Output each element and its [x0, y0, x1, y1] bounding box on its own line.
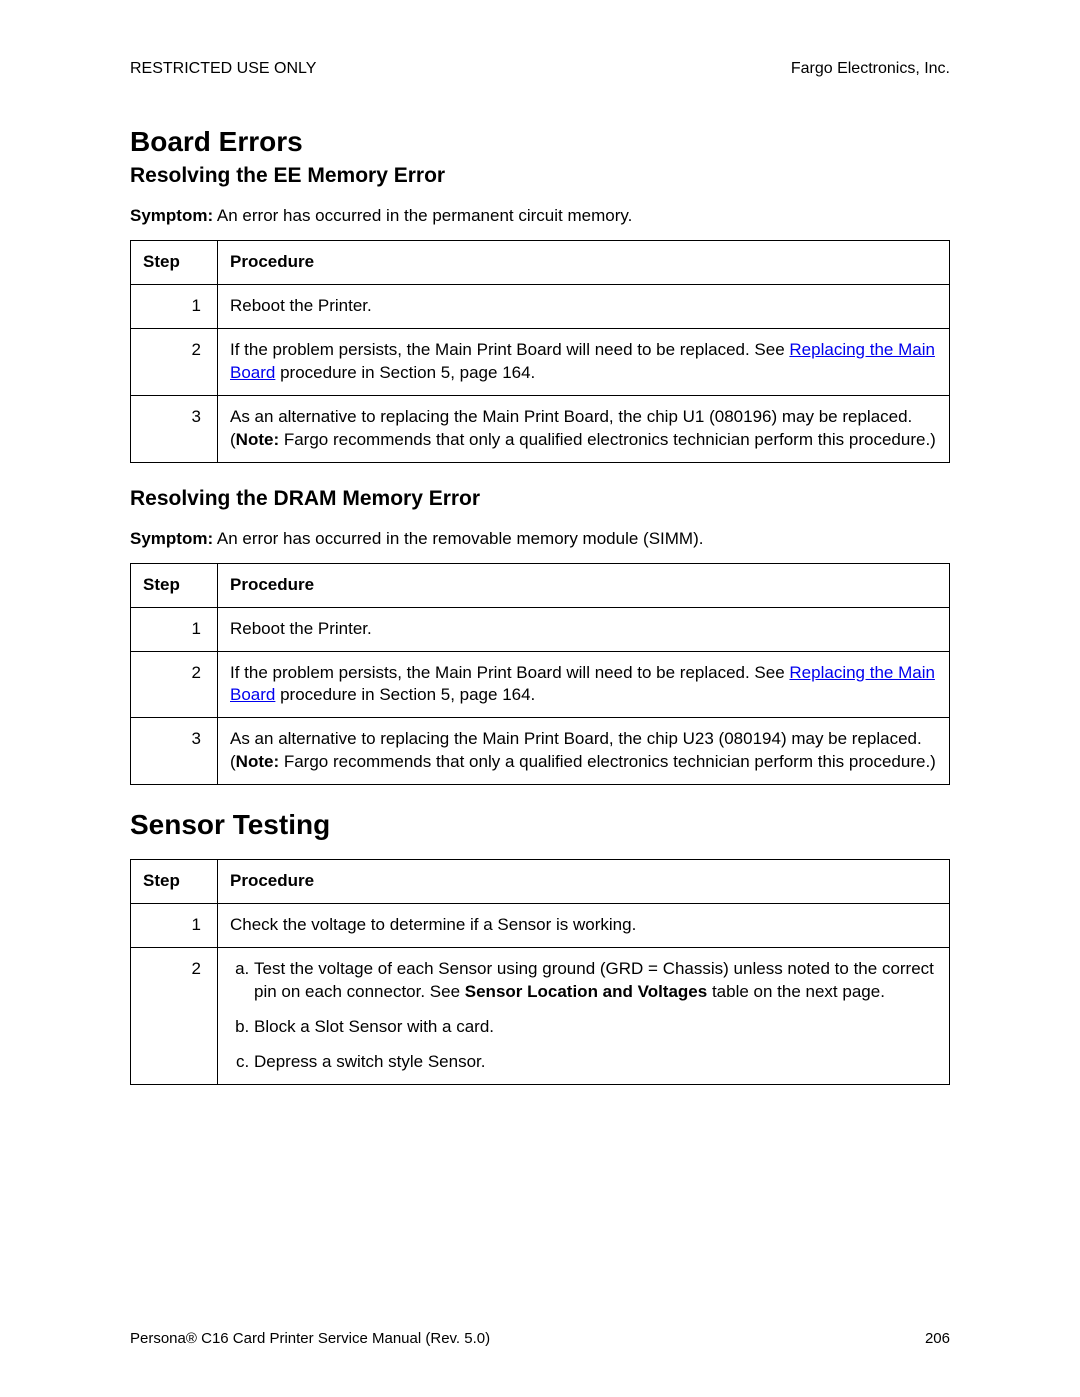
heading-board-errors: Board Errors: [130, 126, 950, 158]
proc-text: procedure in Section 5, page 164.: [275, 685, 535, 704]
symptom-text: An error has occurred in the permanent c…: [213, 206, 632, 225]
bold-ref: Sensor Location and Voltages: [465, 982, 707, 1001]
symptom-label: Symptom:: [130, 206, 213, 225]
col-step: Step: [131, 860, 218, 904]
table-sensor-testing: Step Procedure 1 Check the voltage to de…: [130, 859, 950, 1085]
proc-cell: Reboot the Printer.: [218, 607, 950, 651]
proc-cell: If the problem persists, the Main Print …: [218, 328, 950, 395]
page-footer: Persona® C16 Card Printer Service Manual…: [130, 1330, 950, 1347]
proc-text: If the problem persists, the Main Print …: [230, 340, 789, 359]
footer-left: Persona® C16 Card Printer Service Manual…: [130, 1330, 490, 1347]
header-left: RESTRICTED USE ONLY: [130, 60, 316, 78]
table-row: 1 Check the voltage to determine if a Se…: [131, 904, 950, 948]
proc-cell: Check the voltage to determine if a Sens…: [218, 904, 950, 948]
symptom-dram: Symptom: An error has occurred in the re…: [130, 529, 950, 549]
heading-sensor-testing: Sensor Testing: [130, 809, 950, 841]
symptom-label: Symptom:: [130, 529, 213, 548]
table-row: 1 Reboot the Printer.: [131, 607, 950, 651]
proc-text: If the problem persists, the Main Print …: [230, 663, 789, 682]
registered-symbol: ®: [186, 1330, 197, 1347]
proc-text: Fargo recommends that only a qualified e…: [279, 430, 936, 449]
table-header-row: Step Procedure: [131, 860, 950, 904]
proc-text: procedure in Section 5, page 164.: [275, 363, 535, 382]
sub-steps-list: Test the voltage of each Sensor using gr…: [230, 958, 937, 1074]
step-cell: 1: [131, 904, 218, 948]
table-header-row: Step Procedure: [131, 563, 950, 607]
symptom-ee: Symptom: An error has occurred in the pe…: [130, 206, 950, 226]
step-cell: 2: [131, 651, 218, 718]
proc-cell: As an alternative to replacing the Main …: [218, 718, 950, 785]
step-cell: 1: [131, 607, 218, 651]
list-item: Depress a switch style Sensor.: [254, 1051, 937, 1074]
step-cell: 3: [131, 395, 218, 462]
proc-cell: Test the voltage of each Sensor using gr…: [218, 948, 950, 1085]
table-row: 3 As an alternative to replacing the Mai…: [131, 718, 950, 785]
table-row: 1 Reboot the Printer.: [131, 284, 950, 328]
col-procedure: Procedure: [218, 241, 950, 285]
footer-product: Persona: [130, 1330, 186, 1347]
col-step: Step: [131, 563, 218, 607]
step-cell: 2: [131, 328, 218, 395]
table-header-row: Step Procedure: [131, 241, 950, 285]
list-item: Test the voltage of each Sensor using gr…: [254, 958, 937, 1004]
step-cell: 3: [131, 718, 218, 785]
subheading-ee-memory: Resolving the EE Memory Error: [130, 164, 950, 188]
col-procedure: Procedure: [218, 563, 950, 607]
table-row: 2 If the problem persists, the Main Prin…: [131, 328, 950, 395]
table-ee-memory: Step Procedure 1 Reboot the Printer. 2 I…: [130, 240, 950, 463]
footer-page-number: 206: [925, 1330, 950, 1347]
table-row: 3 As an alternative to replacing the Mai…: [131, 395, 950, 462]
subheading-dram-memory: Resolving the DRAM Memory Error: [130, 487, 950, 511]
table-row: 2 If the problem persists, the Main Prin…: [131, 651, 950, 718]
proc-cell: As an alternative to replacing the Main …: [218, 395, 950, 462]
page-header: RESTRICTED USE ONLY Fargo Electronics, I…: [130, 60, 950, 78]
col-procedure: Procedure: [218, 860, 950, 904]
table-dram-memory: Step Procedure 1 Reboot the Printer. 2 I…: [130, 563, 950, 786]
step-cell: 1: [131, 284, 218, 328]
page: RESTRICTED USE ONLY Fargo Electronics, I…: [0, 0, 1080, 1397]
proc-cell: Reboot the Printer.: [218, 284, 950, 328]
footer-manual: C16 Card Printer Service Manual (Rev. 5.…: [197, 1330, 490, 1347]
col-step: Step: [131, 241, 218, 285]
table-row: 2 Test the voltage of each Sensor using …: [131, 948, 950, 1085]
note-label: Note:: [236, 752, 279, 771]
note-label: Note:: [236, 430, 279, 449]
proc-text: Fargo recommends that only a qualified e…: [279, 752, 936, 771]
proc-text: table on the next page.: [707, 982, 885, 1001]
symptom-text: An error has occurred in the removable m…: [213, 529, 703, 548]
proc-cell: If the problem persists, the Main Print …: [218, 651, 950, 718]
header-right: Fargo Electronics, Inc.: [791, 60, 950, 78]
list-item: Block a Slot Sensor with a card.: [254, 1016, 937, 1039]
step-cell: 2: [131, 948, 218, 1085]
